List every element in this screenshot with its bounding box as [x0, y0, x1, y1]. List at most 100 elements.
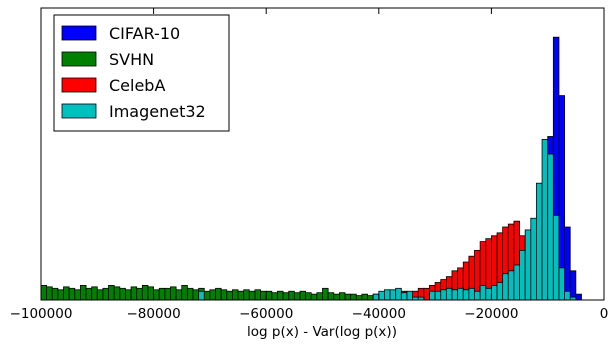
histogram-bar	[395, 287, 402, 301]
histogram-bar	[536, 182, 543, 301]
histogram-bar	[429, 290, 436, 301]
histogram-bar	[434, 290, 442, 301]
histogram-bar	[102, 287, 109, 301]
histogram-bar	[575, 293, 582, 301]
histogram-bar	[277, 290, 284, 301]
histogram-bar	[108, 284, 115, 301]
histogram-bar	[158, 287, 166, 301]
x-tick-label: −20000	[464, 306, 518, 322]
histogram-bar	[558, 267, 565, 301]
histogram-bar	[293, 292, 301, 301]
plot-frame	[40, 7, 605, 301]
histogram-bar	[125, 289, 132, 301]
histogram-bar	[541, 138, 549, 301]
histogram-bar	[384, 289, 391, 301]
histogram-bar	[203, 290, 211, 301]
legend-label: CIFAR-10	[109, 24, 180, 43]
legend-label: SVHN	[109, 50, 154, 69]
histogram-bar	[322, 287, 329, 301]
histogram-bar	[305, 292, 312, 301]
histogram-bar	[547, 153, 554, 301]
histogram-bar	[564, 290, 571, 301]
histogram-bar	[490, 284, 498, 301]
histogram-bar	[209, 289, 216, 301]
legend-label: CelebA	[109, 76, 165, 95]
ticks-layer: −100000 −80000 −60000 −40000 −20000 0	[10, 8, 609, 322]
histogram-bar	[181, 284, 188, 301]
histogram-bar	[164, 287, 171, 301]
histogram-bar	[485, 287, 492, 301]
histogram-bar	[130, 286, 138, 301]
histogram-bar	[524, 229, 532, 301]
histogram-bar	[96, 289, 104, 301]
histogram-bar	[215, 287, 222, 301]
histogram-bar	[68, 287, 76, 301]
histogram-bar	[519, 249, 526, 301]
histogram-bar	[502, 273, 509, 301]
histogram-bar	[389, 289, 397, 301]
histogram-bar	[440, 289, 447, 301]
histogram-bar	[445, 287, 453, 301]
histogram-bar	[288, 290, 295, 301]
histogram-bar	[198, 290, 205, 301]
histogram-bar	[569, 270, 577, 301]
histogram-bar	[327, 292, 335, 301]
histogram-bar	[113, 286, 121, 301]
x-tick-label: −60000	[239, 306, 293, 322]
legend-swatch	[61, 25, 97, 41]
histogram-bar	[265, 290, 273, 301]
legend-swatch	[61, 103, 97, 119]
histogram-bar	[361, 293, 368, 301]
histogram-bar	[51, 287, 59, 301]
histogram-bar	[91, 286, 98, 301]
histogram-bar	[462, 289, 470, 301]
legend: CIFAR-10 SVHN CelebA Imagenet32	[53, 14, 230, 132]
histogram-bar	[74, 289, 81, 301]
histogram-bar	[170, 286, 177, 301]
legend-label: Imagenet32	[109, 102, 206, 121]
histogram-bar	[226, 290, 233, 301]
histogram-bar	[451, 289, 459, 301]
histogram-bar	[457, 287, 464, 301]
histogram-bar	[299, 290, 307, 301]
x-tick-label: −80000	[126, 306, 180, 322]
histogram-bar	[220, 289, 228, 301]
x-tick-label: −100000	[10, 306, 73, 322]
histogram-bar	[479, 284, 487, 301]
histogram-bar	[406, 290, 413, 301]
histogram-bar	[400, 292, 408, 301]
histogram-bar	[237, 290, 245, 301]
histogram-bar	[474, 290, 481, 301]
histogram-bar	[333, 293, 340, 301]
histogram-bar	[186, 287, 194, 301]
histogram-bar	[564, 226, 571, 301]
x-tick-label: −40000	[352, 306, 406, 322]
histogram-bar	[513, 264, 520, 301]
histogram-bar	[496, 282, 504, 301]
histogram-bar	[310, 293, 318, 301]
x-axis-label: log p(x) - Var(log p(x))	[247, 324, 397, 340]
histogram-bar	[254, 289, 261, 301]
x-tick-label: 0	[600, 306, 609, 322]
histogram-bar	[355, 295, 363, 301]
histogram-bar	[338, 292, 346, 301]
histogram-bar	[378, 290, 385, 301]
histogram-bar	[468, 287, 475, 301]
histogram-bar	[57, 289, 64, 301]
histogram-bar	[175, 289, 183, 301]
histogram-bar	[147, 286, 155, 301]
histogram-bar	[136, 287, 143, 301]
histogram-bar	[63, 286, 70, 301]
histogram-bar	[192, 289, 200, 301]
histogram-bar	[248, 290, 256, 301]
histogram-bar	[316, 292, 323, 301]
histogram-bar	[552, 214, 560, 301]
legend-swatch	[61, 77, 97, 93]
histogram-bar	[423, 287, 430, 301]
histogram-bar	[141, 284, 149, 301]
histogram-bar	[271, 292, 278, 301]
histogram-bar	[372, 293, 380, 301]
histogram-bar	[46, 286, 53, 301]
